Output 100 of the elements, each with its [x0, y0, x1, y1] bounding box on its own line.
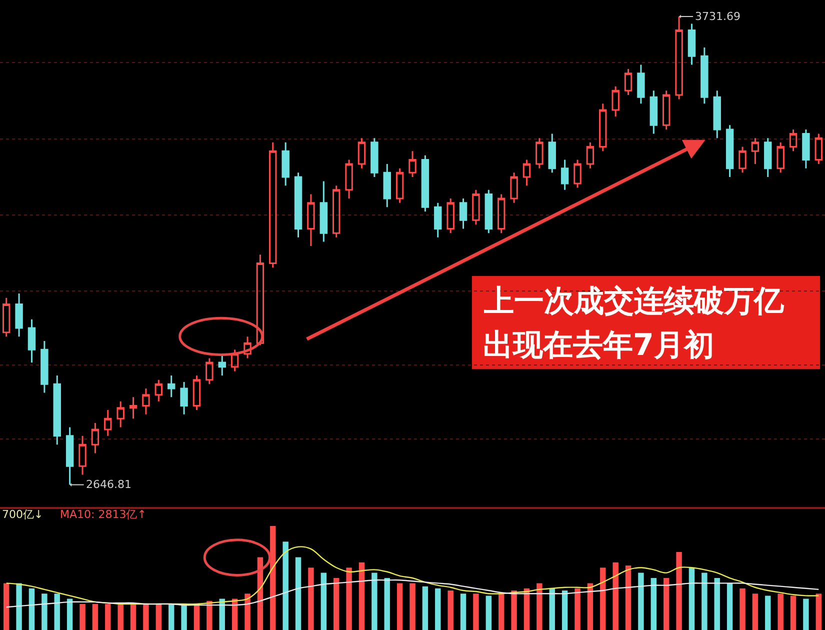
bar: [460, 594, 466, 630]
candlestick: [129, 396, 138, 420]
bar: [574, 588, 580, 630]
candlestick: [320, 180, 328, 242]
candlestick: [269, 142, 277, 268]
candlestick: [167, 374, 176, 398]
bar: [168, 604, 174, 630]
candlestick: [650, 90, 658, 135]
bar: [448, 590, 454, 630]
candlestick: [2, 297, 10, 338]
bar: [549, 588, 555, 630]
candlestick: [738, 146, 746, 174]
candlestick: [15, 292, 23, 338]
candlestick: [142, 388, 150, 416]
candlestick: [662, 90, 670, 130]
candlestick: [446, 198, 454, 234]
candlestick: [180, 381, 188, 416]
bar: [333, 578, 340, 630]
candlestick: [91, 422, 100, 454]
bar: [308, 568, 314, 630]
bar: [384, 578, 390, 630]
bar: [740, 588, 746, 630]
candlestick: [814, 133, 823, 165]
candlestick: [522, 158, 531, 186]
bar: [42, 594, 48, 630]
bar: [536, 583, 542, 630]
bar: [816, 594, 822, 630]
candlestick: [751, 137, 760, 165]
bar: [396, 583, 403, 630]
candlestick: [383, 163, 391, 208]
annotation: 700亿↓: [2, 508, 44, 521]
bar: [80, 604, 86, 630]
candlestick: [574, 158, 582, 188]
candlestick: [230, 348, 239, 372]
bar: [625, 566, 632, 630]
candlestick: [256, 254, 264, 346]
candlestick: [688, 22, 696, 66]
candlestick: [510, 172, 518, 204]
bar: [346, 568, 352, 630]
candlestick: [358, 137, 366, 170]
candlestick: [396, 168, 404, 204]
candlestick: [218, 353, 226, 376]
bar: [612, 562, 618, 630]
bar: [105, 604, 111, 630]
bar: [156, 604, 162, 630]
bar: [28, 588, 35, 630]
bar: [320, 572, 327, 630]
candlestick: [700, 46, 708, 104]
bar: [790, 596, 796, 630]
bar: [206, 600, 212, 630]
candlestick: [345, 158, 353, 200]
bar: [778, 594, 784, 630]
bar: [752, 594, 758, 630]
bar: [130, 604, 136, 630]
annotation: 上一次成交连续破万亿: [483, 284, 785, 319]
candlestick: [726, 124, 734, 178]
candlestick: [332, 184, 340, 238]
candlestick: [637, 64, 645, 104]
candlestick: [560, 158, 569, 191]
candlestick: [154, 379, 163, 402]
bar: [587, 583, 594, 630]
bar: [726, 583, 733, 630]
bar: [92, 604, 98, 630]
bar: [3, 583, 10, 630]
candlestick: [459, 198, 468, 230]
candlestick: [536, 137, 544, 170]
candlestick: [434, 202, 442, 238]
candlestick: [599, 102, 607, 152]
candlestick: [548, 133, 556, 174]
candlestick: [244, 336, 252, 359]
candlestick: [776, 142, 784, 174]
bar: [714, 578, 720, 630]
bar: [143, 604, 149, 630]
candlestick: [586, 142, 594, 170]
candlestick: [40, 340, 48, 394]
candlestick: [282, 142, 290, 186]
bar: [688, 568, 695, 630]
bar: [650, 578, 657, 630]
bar: [562, 590, 568, 630]
candlestick: [307, 193, 315, 247]
candlestick: [370, 137, 378, 178]
bar: [486, 596, 492, 630]
candlestick: [497, 193, 506, 234]
bar: [181, 604, 187, 630]
annotation: 3731.69: [695, 10, 740, 23]
bar: [194, 604, 200, 630]
bar: [498, 594, 504, 630]
bar: [16, 583, 22, 630]
bar: [638, 572, 644, 630]
bar: [600, 568, 606, 630]
candlestick: [408, 150, 416, 178]
candlestick: [28, 318, 36, 364]
bar: [295, 557, 302, 630]
bar: [118, 604, 124, 630]
candlestick: [53, 374, 61, 446]
annotation: 2646.81: [86, 478, 132, 491]
candlestick: [472, 189, 480, 226]
candlestick: [802, 128, 810, 170]
candlestick: [78, 435, 86, 476]
bar: [676, 552, 682, 630]
